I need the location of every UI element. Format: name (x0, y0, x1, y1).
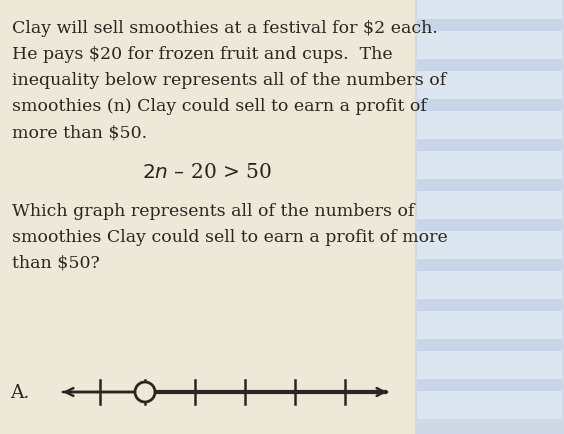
Text: Clay will sell smoothies at a festival for $2 each.: Clay will sell smoothies at a festival f… (12, 20, 438, 37)
Bar (417, 92, 562, 120)
Text: inequality below represents all of the numbers of: inequality below represents all of the n… (12, 72, 446, 89)
Bar (417, 132, 562, 160)
Bar (417, 251, 562, 279)
Bar (417, 0, 562, 20)
Bar (417, 271, 562, 299)
Bar (417, 151, 562, 180)
Text: Which graph represents all of the numbers of: Which graph represents all of the number… (12, 203, 415, 220)
Text: He pays $20 for frozen fruit and cups.  The: He pays $20 for frozen fruit and cups. T… (12, 46, 393, 63)
Bar (417, 32, 562, 60)
Bar (417, 72, 562, 100)
Bar (417, 391, 562, 419)
Bar (417, 52, 562, 80)
Bar (417, 311, 562, 339)
Text: $2n$ – 20 > 50: $2n$ – 20 > 50 (142, 163, 272, 182)
Bar (417, 371, 562, 399)
Bar (417, 291, 562, 319)
Text: smoothies Clay could sell to earn a profit of more: smoothies Clay could sell to earn a prof… (12, 228, 448, 246)
Text: than $50?: than $50? (12, 254, 100, 271)
Circle shape (135, 382, 155, 402)
Bar (415, 0, 564, 434)
Bar (417, 331, 562, 359)
Bar (417, 351, 562, 379)
Bar (417, 171, 562, 200)
Bar (417, 231, 562, 260)
Text: more than $50.: more than $50. (12, 124, 147, 141)
Bar (417, 211, 562, 240)
Bar (417, 12, 562, 40)
Bar (417, 191, 562, 220)
Bar (417, 112, 562, 140)
Text: A.: A. (10, 383, 29, 401)
Text: smoothies (n) Clay could sell to earn a profit of: smoothies (n) Clay could sell to earn a … (12, 98, 427, 115)
